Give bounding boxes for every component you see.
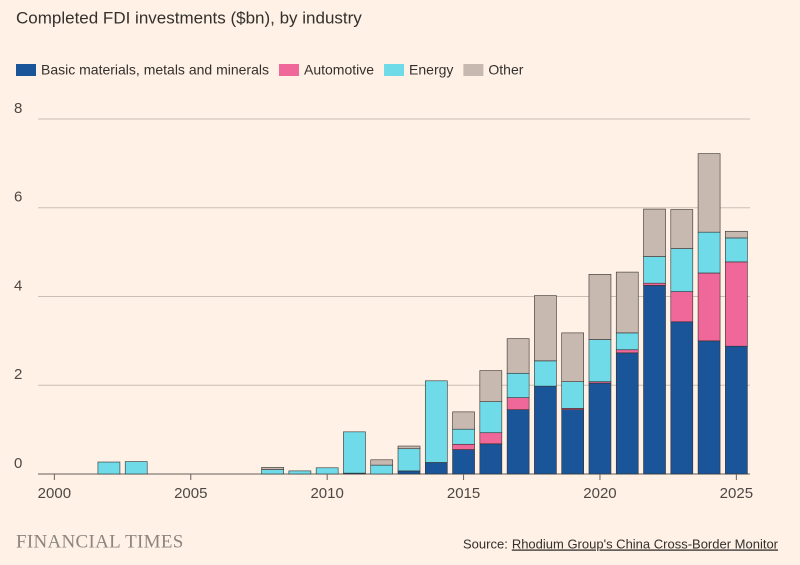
bar-segment: [725, 261, 748, 347]
legend-swatch: [278, 64, 299, 76]
bar-segment: [479, 443, 503, 475]
bar-segment: [697, 231, 721, 274]
bar-segment: [561, 332, 584, 383]
legend: Basic materials, metals and minerals Auto…: [16, 62, 524, 78]
bar-segment: [370, 464, 394, 475]
bar-segment: [479, 370, 503, 402]
bar-segment: [670, 291, 694, 323]
bar-segment: [261, 469, 284, 475]
plot-area: 0 2 4 6 8 2000 2005 2010 2015 2020 2025: [14, 100, 753, 502]
x-tick-label: 2025: [720, 485, 753, 502]
bar-segment: [561, 381, 584, 409]
bar-segment: [506, 372, 530, 398]
bar-segment: [479, 401, 503, 434]
x-tick-label: 2010: [310, 485, 343, 502]
bar-segment: [670, 209, 694, 249]
source-label: Source:: [463, 536, 508, 551]
bar-segment: [697, 153, 721, 233]
y-tick-label: 8: [14, 100, 22, 117]
bar-segment: [370, 459, 394, 466]
bar-segment: [397, 470, 421, 475]
bar-segment: [534, 385, 557, 475]
bar-segment: [424, 380, 448, 463]
legend-swatch: [384, 64, 405, 76]
bar-segment: [452, 449, 475, 475]
bar-segment: [124, 461, 148, 475]
y-tick-label: 4: [14, 277, 22, 294]
bar-segment: [588, 339, 612, 383]
bar-segment: [288, 470, 312, 475]
x-tick-label: 2005: [174, 485, 207, 502]
x-tick-label: 2015: [447, 485, 480, 502]
bar-segment: [261, 467, 284, 470]
bar-segment: [397, 448, 421, 472]
bar-segment: [615, 349, 639, 354]
legend-swatch: [16, 64, 36, 76]
bar-segment: [479, 432, 503, 445]
y-tick-label: 6: [14, 189, 22, 206]
bar-segment: [670, 321, 694, 475]
chart-title: Completed FDI investments ($bn), by indu…: [16, 8, 362, 27]
bar-segment: [615, 271, 639, 334]
bar-segment: [534, 360, 557, 387]
bar-segment: [725, 345, 748, 475]
bar-segment: [643, 282, 666, 286]
legend-swatch: [463, 64, 484, 76]
x-tick-label: 2020: [583, 485, 616, 502]
bar-segment: [343, 431, 366, 474]
bar-segment: [725, 237, 748, 263]
source-link[interactable]: Rhodium Group's China Cross-Border Monit…: [512, 536, 779, 551]
bar-segment: [506, 338, 530, 374]
bar-segment: [452, 428, 475, 445]
legend-label: Basic materials, metals and minerals: [41, 62, 269, 78]
bar-segment: [397, 445, 421, 450]
publisher: FINANCIAL TIMES: [16, 531, 184, 552]
y-tick-label: 2: [14, 366, 22, 383]
bar-segment: [615, 332, 639, 351]
bar-segment: [697, 272, 721, 342]
bar-segment: [670, 248, 694, 292]
bar-segment: [534, 295, 557, 362]
bar-segment: [643, 208, 666, 257]
bar-segment: [643, 285, 666, 475]
bar-segment: [424, 462, 448, 475]
legend-label: Automotive: [304, 62, 374, 78]
bar-segment: [315, 467, 339, 475]
bar-segment: [452, 443, 475, 450]
bar-segment: [452, 411, 475, 430]
bar-segment: [643, 256, 666, 284]
legend-label: Other: [488, 62, 523, 78]
bar-segment: [97, 461, 121, 475]
legend-label: Energy: [409, 62, 453, 78]
bar-segment: [561, 409, 584, 475]
bar-segment: [588, 274, 612, 340]
x-tick-label: 2000: [38, 485, 71, 502]
bar-segment: [506, 409, 530, 475]
bar-segment: [588, 382, 612, 475]
bar-segment: [506, 397, 530, 410]
bar-segment: [697, 340, 721, 475]
bar-segment: [725, 230, 748, 239]
y-tick-label: 0: [14, 455, 22, 472]
bar-segment: [615, 352, 639, 475]
